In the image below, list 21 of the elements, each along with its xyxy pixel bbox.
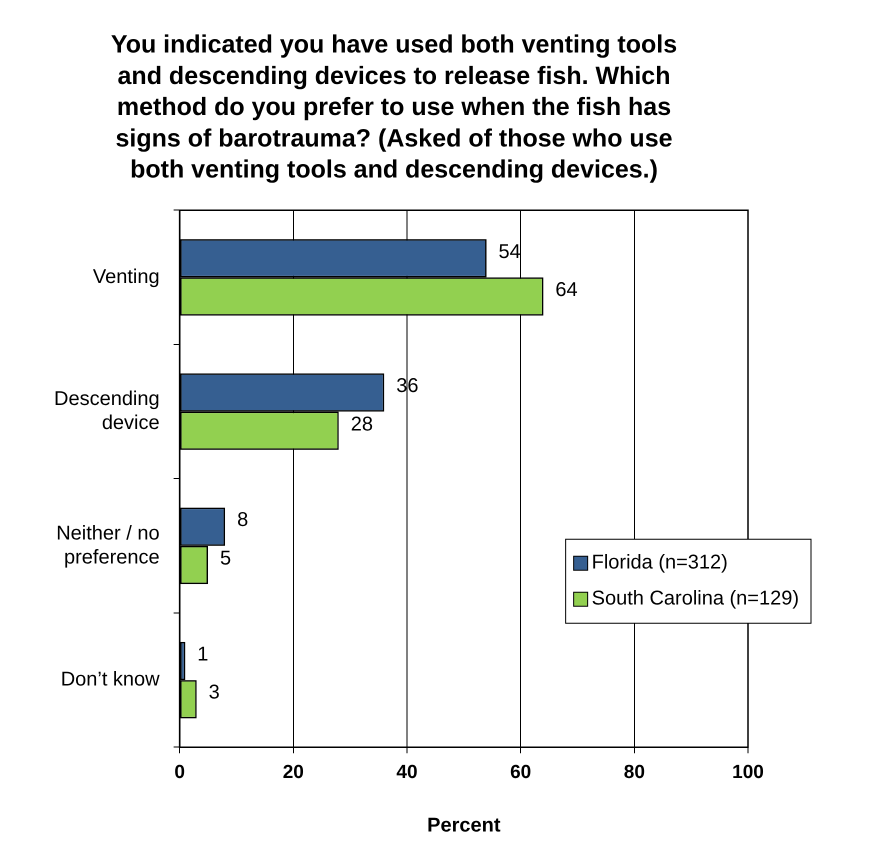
data-label: 54 bbox=[498, 240, 521, 263]
y-tick-label: Neither / no preference bbox=[56, 522, 160, 568]
legend-label: Florida (n=312) bbox=[592, 552, 728, 574]
x-tick-label: 80 bbox=[624, 762, 645, 783]
chart-title: You indicated you have used both venting tools and descending devices to release fish. Which method do you prefer to use when the fish has signs of barotrauma? (Asked of those who use both venting tools and descending devices.) bbox=[110, 30, 678, 184]
x-tick-label: 60 bbox=[510, 762, 532, 783]
y-tick-label: Descending device bbox=[54, 388, 160, 434]
y-tick-label: Don’t know bbox=[60, 668, 160, 691]
y-tick-label: Venting bbox=[92, 266, 160, 288]
data-label: 28 bbox=[350, 413, 374, 436]
data-label: 8 bbox=[237, 509, 248, 532]
data-label: 64 bbox=[555, 279, 578, 302]
data-label: 1 bbox=[197, 643, 208, 666]
x-tick-label: 20 bbox=[282, 762, 304, 783]
x-tick-label: 40 bbox=[396, 762, 418, 783]
x-tick-label: 0 bbox=[174, 762, 185, 783]
data-label: 3 bbox=[208, 682, 220, 704]
legend-label: South Carolina (n=129) bbox=[592, 588, 800, 610]
x-axis-title: Percent bbox=[427, 814, 501, 837]
x-tick-label: 100 bbox=[732, 762, 764, 783]
data-label: 5 bbox=[220, 547, 232, 570]
